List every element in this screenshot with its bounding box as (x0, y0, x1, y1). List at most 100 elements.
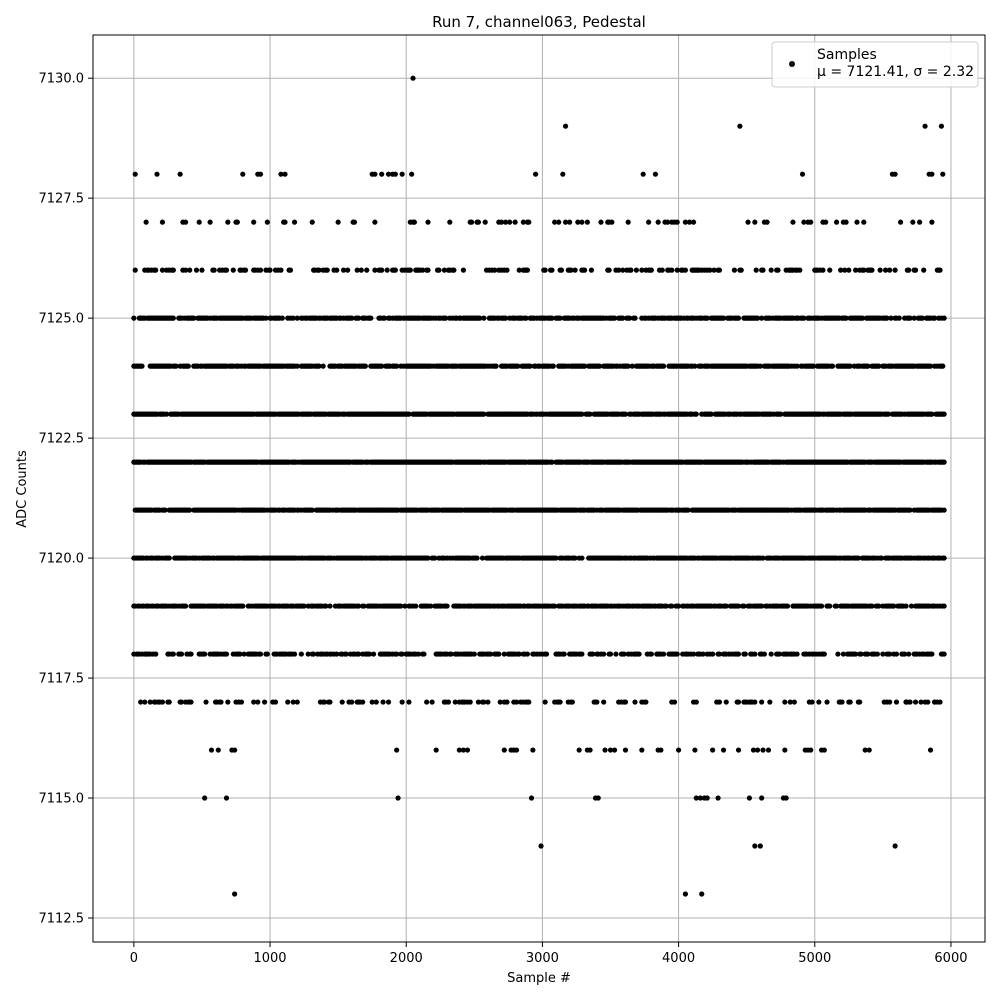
data-point (572, 267, 578, 273)
data-point (183, 267, 189, 273)
data-point (611, 315, 618, 321)
data-point (394, 747, 400, 753)
data-point (433, 747, 439, 753)
data-point (628, 267, 634, 273)
legend-marker (789, 61, 795, 67)
data-point (794, 651, 800, 657)
data-point (584, 219, 590, 225)
x-tick-label: 4000 (662, 951, 695, 966)
x-tick-label: 5000 (798, 951, 831, 966)
data-point (910, 219, 916, 225)
axes-frame (92, 34, 986, 943)
data-point (707, 267, 713, 273)
data-point (674, 651, 680, 657)
data-point (323, 603, 329, 609)
data-point (362, 363, 368, 369)
data-point (355, 315, 362, 321)
data-point (639, 747, 645, 753)
data-point (270, 699, 276, 705)
data-point (223, 795, 230, 801)
data-point (162, 507, 168, 513)
data-point (251, 699, 257, 705)
y-axis-ticks: 7112.5 7115.0 7117.5 7120.0 7122.5 7125.0 7127… (39, 72, 93, 927)
data-point (847, 699, 853, 705)
x-tick-label: 1000 (253, 951, 286, 966)
data-point (159, 699, 166, 705)
data-point (759, 699, 765, 705)
data-point (203, 699, 209, 705)
x-tick-label: 3000 (526, 951, 559, 966)
data-point (232, 891, 238, 897)
data-point (842, 267, 848, 273)
data-point (527, 363, 533, 369)
data-point (827, 603, 833, 609)
data-point (742, 651, 748, 657)
data-point (752, 699, 758, 705)
data-point (735, 603, 742, 609)
data-point (526, 219, 532, 225)
data-point (625, 363, 631, 369)
data-point (622, 699, 629, 705)
data-point (513, 747, 520, 753)
data-point (643, 699, 649, 705)
data-point (343, 651, 349, 657)
data-point (866, 747, 872, 753)
data-point (799, 171, 806, 177)
data-point (360, 699, 366, 705)
data-point (398, 651, 404, 657)
data-point (754, 747, 761, 753)
data-point (704, 315, 710, 321)
data-point (907, 315, 913, 321)
data-point (132, 267, 138, 273)
data-point (187, 267, 193, 273)
data-point (699, 891, 705, 897)
data-point (892, 267, 898, 273)
data-point (741, 603, 747, 609)
data-point (622, 411, 629, 417)
data-point (372, 219, 378, 225)
data-point (503, 219, 509, 225)
data-point (264, 651, 270, 657)
data-point (626, 315, 633, 321)
data-point (579, 555, 585, 561)
data-point (855, 555, 861, 561)
legend-series-name: Samples (817, 47, 877, 63)
y-tick-label: 7127.5 (39, 192, 85, 207)
data-point (601, 699, 607, 705)
data-point (853, 651, 859, 657)
data-point (607, 651, 614, 657)
data-point (579, 411, 585, 417)
data-point (697, 795, 703, 801)
data-point (659, 267, 665, 273)
data-point (708, 411, 714, 417)
data-point (451, 267, 457, 273)
data-point (893, 651, 900, 657)
data-point (783, 795, 789, 801)
data-point (257, 267, 264, 273)
data-point (912, 267, 919, 273)
data-point (456, 747, 462, 753)
data-point (778, 411, 784, 417)
data-point (492, 267, 498, 273)
data-point (693, 699, 699, 705)
data-point (757, 843, 763, 849)
data-point (170, 267, 176, 273)
data-point (669, 267, 675, 273)
data-point (929, 411, 935, 417)
data-point (366, 651, 373, 657)
data-point (941, 603, 947, 609)
data-point (911, 315, 917, 321)
y-tick-label: 7125.0 (39, 312, 85, 327)
data-point (232, 747, 238, 753)
data-point (234, 219, 240, 225)
data-point (823, 219, 829, 225)
data-point (711, 267, 717, 273)
data-point (429, 699, 435, 705)
data-point (720, 747, 727, 753)
data-point (808, 747, 814, 753)
data-point (874, 651, 881, 657)
data-point (316, 267, 322, 273)
data-point (520, 219, 526, 225)
data-point (865, 651, 871, 657)
